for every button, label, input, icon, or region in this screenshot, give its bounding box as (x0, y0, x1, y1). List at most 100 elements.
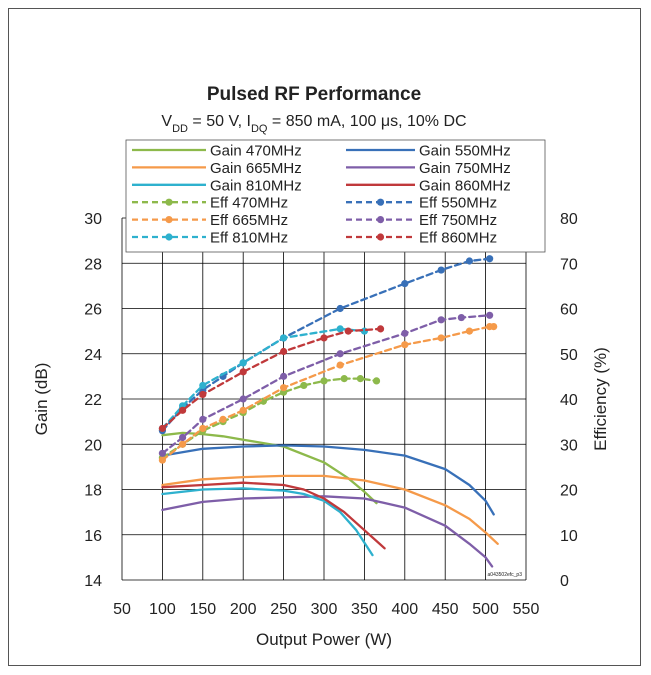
x-tick-label: 250 (270, 601, 297, 618)
x-tick-label: 350 (351, 601, 378, 618)
eff-860mhz-point (280, 347, 288, 356)
eff-750mhz-point (280, 372, 288, 380)
legend-label-eff-665mhz: Eff 665MHz (210, 212, 288, 229)
legend-label-gain-860mhz: Gain 860MHz (419, 177, 511, 194)
gain-750mhz-line (161, 495, 494, 568)
y-tick-label: 14 (84, 573, 102, 590)
legend-label-eff-550mhz: Eff 550MHz (419, 195, 497, 212)
x-tick-label: 50 (113, 601, 131, 618)
legend-marker-eff-860mhz (376, 233, 385, 241)
y2-tick-label: 80 (560, 211, 578, 228)
eff-860mhz-point (199, 390, 207, 399)
eff-550mhz-point (401, 280, 409, 288)
eff-860mhz-line (161, 327, 382, 430)
chart-title: Pulsed RF Performance (207, 84, 421, 105)
eff-665mhz-line (161, 325, 495, 462)
y2-tick-label: 10 (560, 528, 578, 545)
legend-label-eff-810mhz: Eff 810MHz (210, 230, 288, 247)
eff-665mhz-point (490, 323, 498, 331)
eff-750mhz-point (179, 433, 187, 442)
legend-box (125, 139, 546, 253)
eff-860mhz-point (320, 334, 328, 342)
legend-label-gain-470mhz: Gain 470MHz (210, 143, 302, 160)
eff-550mhz-point (465, 257, 474, 265)
legend-label-gain-810mhz: Gain 810MHz (210, 177, 302, 194)
legend-marker-eff-750mhz (376, 216, 385, 224)
eff-470mhz-point (340, 375, 348, 383)
eff-470mhz-point (300, 381, 308, 390)
axes: 50 100 150 200 250 300 350 400 450 500 55014161820… (84, 211, 578, 618)
x-tick-label: 200 (230, 601, 257, 618)
eff-750mhz-point (199, 415, 207, 423)
eff-665mhz-point (219, 415, 227, 423)
legend-label-gain-550mhz: Gain 550MHz (419, 143, 511, 160)
y2-tick-label: 20 (560, 483, 578, 500)
gain-810mhz-line (161, 487, 374, 557)
y-tick-label: 22 (84, 392, 102, 409)
eff-470mhz-point (320, 377, 328, 385)
legend-label-eff-750mhz: Eff 750MHz (419, 212, 497, 229)
y2-tick-label: 50 (560, 347, 578, 364)
eff-550mhz-point (336, 304, 344, 313)
eff-550mhz-point (437, 266, 445, 274)
y-tick-label: 24 (84, 347, 102, 364)
x-tick-label: 500 (472, 601, 499, 618)
x-tick-label: 150 (189, 601, 216, 618)
gain-860mhz-line (161, 481, 386, 550)
eff-810mhz-point (280, 334, 288, 342)
eff-750mhz-point (336, 350, 344, 358)
y-axis-label: Gain (dB) (32, 363, 51, 436)
x-tick-label: 100 (149, 601, 176, 618)
subtitle-text: = 850 mA, 100 μs, 10% DC (267, 113, 466, 130)
y2-tick-label: 30 (560, 437, 578, 454)
eff-750mhz-point (158, 449, 166, 457)
gain-470mhz-line (161, 431, 378, 505)
eff-665mhz-point (280, 384, 288, 392)
y2-tick-label: 40 (560, 392, 578, 409)
eff-750mhz-point (486, 311, 494, 319)
legend-marker-eff-665mhz (165, 216, 173, 224)
subtitle-text: = 50 V, I (188, 113, 251, 130)
legend-label-eff-860mhz: Eff 860MHz (419, 230, 497, 247)
eff-860mhz-point (344, 327, 352, 335)
y2-tick-label: 60 (560, 302, 578, 319)
legend-marker-eff-550mhz (376, 198, 385, 206)
eff-810mhz-point (239, 359, 247, 367)
eff-860mhz-point (179, 406, 187, 414)
eff-665mhz-point (437, 334, 445, 342)
eff-665mhz-point (158, 456, 166, 464)
y-tick-label: 16 (84, 528, 102, 545)
figure-id-watermark: a043502efc_p3 (488, 572, 523, 578)
eff-665mhz-point (465, 327, 474, 335)
eff-665mhz-point (336, 361, 344, 369)
eff-470mhz-point (372, 377, 381, 385)
eff-665mhz-point (239, 406, 247, 414)
series-layer (158, 255, 499, 568)
gain-550mhz-line (161, 444, 495, 516)
y2-tick-label: 0 (560, 573, 569, 590)
legend-label-eff-470mhz: Eff 470MHz (210, 195, 288, 212)
legend-label-gain-750mhz: Gain 750MHz (419, 160, 511, 177)
chart-frame (8, 8, 641, 666)
eff-860mhz-point (376, 325, 385, 333)
subtitle-subscript: DQ (251, 123, 268, 135)
x-tick-label: 450 (432, 601, 459, 618)
eff-665mhz-point (179, 440, 187, 448)
x-tick-label: 550 (513, 601, 540, 618)
x-tick-label: 400 (391, 601, 418, 618)
eff-750mhz-line (161, 314, 491, 455)
subtitle-subscript: DD (172, 123, 188, 135)
x-tick-label: 300 (311, 601, 338, 618)
y2-tick-label: 70 (560, 256, 578, 273)
eff-810mhz-point (336, 325, 344, 333)
eff-750mhz-point (239, 395, 247, 403)
eff-550mhz-point (486, 255, 494, 263)
chart-subtitle: VDD = 50 V, IDQ = 850 mA, 100 μs, 10% DC (161, 113, 466, 135)
y-tick-label: 28 (84, 256, 102, 273)
eff-860mhz-point (158, 424, 166, 433)
legend-marker-eff-810mhz (165, 233, 173, 241)
eff-750mhz-point (401, 329, 409, 337)
legend-label-gain-665mhz: Gain 665MHz (210, 160, 302, 177)
eff-750mhz-point (437, 316, 445, 324)
eff-470mhz-point (356, 375, 364, 383)
